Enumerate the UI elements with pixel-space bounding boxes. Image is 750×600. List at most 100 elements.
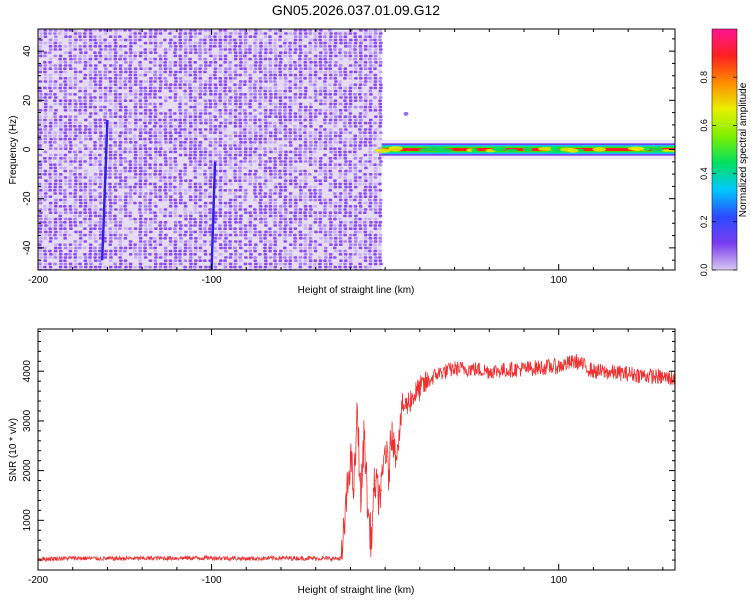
spectrogram-cell xyxy=(359,163,363,166)
spectrogram-cell xyxy=(343,256,348,259)
spectrogram-cell xyxy=(93,198,98,202)
spectrogram-cell xyxy=(113,249,118,253)
spectrogram-cell xyxy=(38,51,42,54)
spectrogram-cell xyxy=(73,256,78,259)
spectrogram-cell xyxy=(133,134,137,138)
spectrogram-cell xyxy=(158,83,163,86)
spectrogram-cell xyxy=(283,105,287,109)
spectrogram-cell xyxy=(93,144,97,147)
spectrogram-cell xyxy=(173,112,177,115)
spectrogram-cell xyxy=(193,32,198,35)
spectrogram-cell xyxy=(348,102,353,106)
spectrogram-cell xyxy=(379,61,383,64)
spectrogram-cell xyxy=(368,118,373,122)
spectrogram-cell xyxy=(263,233,267,237)
spectrogram-cell xyxy=(94,160,98,163)
spectrogram-cell xyxy=(143,201,148,205)
spectrogram-cell xyxy=(74,246,78,250)
spectrogram-cell xyxy=(89,150,93,154)
spectrogram-cell xyxy=(258,208,263,211)
spectrogram-cell xyxy=(148,265,152,269)
spectrogram-cell xyxy=(149,221,153,224)
spectrogram-cell xyxy=(183,179,188,182)
spectrogram-cell xyxy=(323,173,328,176)
spectrogram-cell xyxy=(298,150,303,154)
spectrogram-cell xyxy=(244,51,248,54)
spectrogram-cell xyxy=(63,256,68,259)
spectrogram-cell xyxy=(293,166,298,170)
spectrogram-cell xyxy=(288,249,293,253)
spectrogram-cell xyxy=(113,157,117,160)
spectrogram-cell xyxy=(163,38,167,42)
spectrogram-cell xyxy=(223,61,227,64)
spectrogram-cell xyxy=(278,73,283,77)
spectrogram-cell xyxy=(323,176,328,179)
spectrogram-cell xyxy=(268,192,273,195)
spectrogram-cell xyxy=(99,105,103,109)
spectrogram-cell xyxy=(43,141,47,144)
spectrogram-cell xyxy=(118,77,123,80)
spectrogram-cell xyxy=(189,137,193,141)
spectrogram-cell xyxy=(274,137,278,141)
spectrogram-cell xyxy=(243,157,247,160)
spectrogram-cell xyxy=(223,73,227,77)
spectrogram-cell xyxy=(138,189,143,192)
spectrogram-cell xyxy=(283,233,288,237)
spectrogram-cell xyxy=(83,201,88,205)
spectrogram-cell xyxy=(288,134,292,138)
spectrogram-cell xyxy=(73,32,78,35)
spectrogram-cell xyxy=(243,93,247,96)
spectrogram-cell xyxy=(88,179,93,182)
spectrogram-cell xyxy=(188,131,192,134)
spectrogram-cell xyxy=(228,221,232,224)
spectrogram-cell xyxy=(254,131,258,134)
spectrogram-cell xyxy=(78,45,83,48)
spectrogram-cell xyxy=(88,131,92,134)
spectrogram-cell xyxy=(78,185,83,189)
spectrogram-cell xyxy=(223,157,227,160)
spectrogram-cell xyxy=(43,32,47,35)
spectrogram-cell xyxy=(59,115,63,118)
spectrogram-cell xyxy=(94,176,98,179)
snr-line xyxy=(38,353,675,563)
spectrogram-cell xyxy=(313,259,318,262)
spectrogram-cell xyxy=(233,48,237,51)
spectrogram-cell xyxy=(333,150,338,154)
spectrogram-cell xyxy=(274,32,278,35)
spectrogram-cell xyxy=(159,176,163,179)
spectrogram-cell xyxy=(108,166,112,170)
spectrogram-cell xyxy=(334,249,338,253)
spectrogram-cell xyxy=(144,131,148,134)
spectrogram-cell xyxy=(369,64,373,67)
spectrogram-cell xyxy=(364,160,368,163)
spectrogram-cell xyxy=(168,211,173,214)
spectrogram-cell xyxy=(129,230,133,234)
spectrogram-cell xyxy=(198,57,202,61)
snr-point xyxy=(377,494,379,497)
spectrogram-cell xyxy=(83,61,88,64)
spectrogram-cell xyxy=(303,86,308,90)
spectrogram-cell xyxy=(278,153,282,157)
spectrogram-cell xyxy=(44,182,48,186)
spectrogram-cell xyxy=(348,233,353,237)
spectrogram-cell xyxy=(329,224,333,227)
spectrogram-cell xyxy=(228,64,232,67)
spectrogram-cell xyxy=(338,211,342,214)
spectrogram-cell xyxy=(178,83,182,86)
spectrogram-cell xyxy=(203,160,207,163)
spectrogram-cell xyxy=(43,54,47,58)
spectrogram-cell xyxy=(338,163,342,166)
spectrogram-cell xyxy=(318,214,323,218)
spectrogram-cell xyxy=(43,35,48,38)
spectrogram-cell xyxy=(193,73,198,77)
spectrogram-cell xyxy=(38,176,43,179)
spectrogram-cell xyxy=(78,230,83,234)
spectrogram-cell xyxy=(258,77,263,80)
spectrogram-cell xyxy=(188,121,193,125)
spectrogram-cell xyxy=(79,51,83,54)
spectrogram-cell xyxy=(78,176,83,179)
spectrogram-cell xyxy=(318,41,323,45)
spectrogram-cell xyxy=(283,195,288,198)
spectrogram-cell xyxy=(328,230,333,234)
spectrogram-cell xyxy=(344,128,348,131)
